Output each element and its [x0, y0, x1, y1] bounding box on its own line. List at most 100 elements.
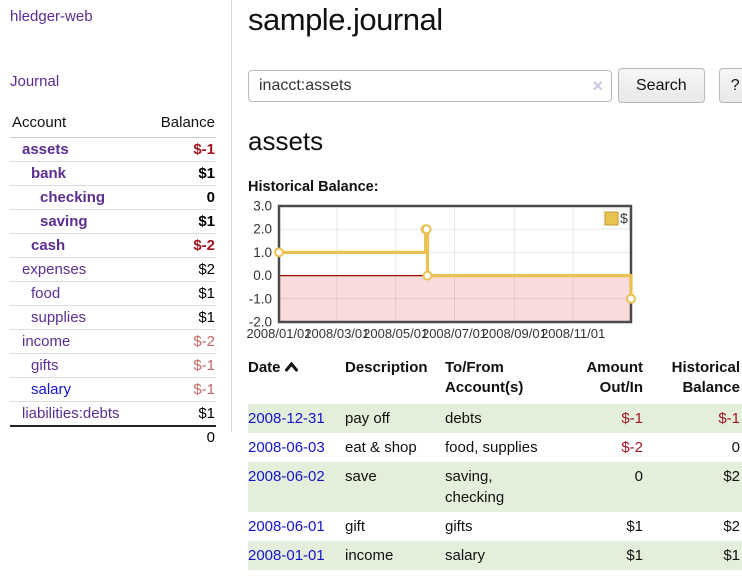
- data-point-marker: [422, 270, 433, 281]
- transaction-amount: $-1: [621, 410, 643, 427]
- account-balance: $1: [145, 401, 216, 426]
- balance-column-header: Balance: [145, 111, 216, 138]
- account-balance: $1: [145, 161, 216, 186]
- account-heading: assets: [248, 126, 324, 156]
- account-row: checking 0: [10, 185, 216, 210]
- transaction-date-link[interactable]: 2008-06-02: [248, 468, 325, 485]
- transaction-balance: $2: [723, 468, 740, 485]
- account-row: salary $-1: [10, 377, 216, 402]
- transaction-accounts: salary: [445, 547, 486, 564]
- account-row: bank $1: [10, 161, 216, 186]
- column-header-date[interactable]: Date: [248, 358, 345, 404]
- search-button[interactable]: Search: [618, 68, 705, 103]
- transaction-date-link[interactable]: 2008-01-01: [248, 547, 325, 564]
- transaction-accounts: debts: [445, 410, 482, 427]
- transaction-accounts: saving, checking: [445, 468, 505, 506]
- column-header-amount: Amount Out/In: [586, 359, 643, 396]
- sidebar-divider: [231, 0, 232, 432]
- sidebar-account-link-cash[interactable]: cash: [31, 237, 66, 254]
- table-row: 2008-06-02 save saving, checking 0 $2: [248, 462, 742, 512]
- x-axis-tick-label: 2008/07/01: [422, 326, 487, 341]
- account-row: expenses $2: [10, 257, 216, 282]
- table-row: 2008-12-31 pay off debts $-1 $-1: [248, 404, 742, 433]
- account-balance: $1: [145, 305, 216, 330]
- transaction-description: save: [345, 468, 377, 485]
- sidebar-account-link-saving[interactable]: saving: [40, 213, 88, 230]
- transaction-date-link[interactable]: 2008-12-31: [248, 410, 325, 427]
- x-axis-tick-label: 2008/05/01: [363, 326, 428, 341]
- sidebar-account-link-supplies[interactable]: supplies: [31, 309, 87, 326]
- transaction-description: gift: [345, 518, 366, 535]
- legend-swatch: [604, 211, 619, 226]
- column-header-description: Description: [345, 359, 428, 376]
- app-title-link[interactable]: hledger-web: [10, 8, 93, 25]
- sidebar-account-link-salary[interactable]: salary: [31, 381, 72, 398]
- account-balance: $-2: [145, 233, 216, 258]
- legend-label: $: [620, 210, 628, 226]
- transaction-balance: 0: [731, 439, 740, 456]
- y-axis-tick-label: 3.0: [253, 199, 272, 214]
- clear-search-icon[interactable]: ×: [592, 75, 603, 96]
- transaction-description: income: [345, 547, 394, 564]
- accounts-total-row: 0: [10, 425, 216, 448]
- sidebar: hledger-web Journal Account Balance asse…: [10, 8, 216, 448]
- sidebar-account-link-food[interactable]: food: [31, 285, 61, 302]
- transaction-balance: $-1: [718, 410, 740, 427]
- account-row: saving $1: [10, 209, 216, 234]
- historical-balance-chart: $3.0 2.0 1.0 0.0 -1.0 -2.0 2008/01/01 2008/03/0…: [245, 199, 643, 343]
- account-balance: $2: [145, 257, 216, 282]
- transaction-date-link[interactable]: 2008-06-03: [248, 439, 325, 456]
- sidebar-account-link-assets[interactable]: assets: [22, 141, 69, 158]
- column-header-accounts: To/From Account(s): [445, 359, 524, 396]
- account-column-header: Account: [10, 111, 146, 138]
- table-row: 2008-01-01 income salary $1 $1: [248, 541, 742, 570]
- account-balance: $1: [145, 281, 216, 306]
- account-balance: $-2: [145, 329, 216, 354]
- negative-region: [279, 275, 631, 322]
- data-point-marker: [626, 293, 636, 304]
- transaction-balance: $2: [723, 518, 740, 535]
- search-input[interactable]: [248, 69, 612, 102]
- plot-border: [277, 204, 633, 324]
- table-row: 2008-06-01 gift gifts $1 $2: [248, 512, 742, 541]
- transaction-balance: $1: [723, 547, 740, 564]
- sidebar-account-link-income[interactable]: income: [22, 333, 71, 350]
- sort-ascending-icon: [284, 362, 298, 372]
- account-row: cash $-2: [10, 233, 216, 258]
- sidebar-item-journal[interactable]: Journal: [10, 73, 60, 90]
- account-balance: 0: [145, 185, 216, 210]
- data-point-marker: [274, 247, 284, 258]
- account-row: income $-2: [10, 329, 216, 354]
- accounts-balance-table: Account Balance assets $-1 bank $1 checking 0…: [10, 111, 216, 448]
- help-button[interactable]: ?: [718, 68, 742, 103]
- sidebar-account-link-bank[interactable]: bank: [31, 165, 67, 182]
- account-row: assets $-1: [10, 138, 216, 162]
- y-axis-tick-label: 2.0: [253, 222, 272, 237]
- x-axis-tick-label: 2008/01/01: [246, 326, 311, 341]
- y-axis-tick-label: -2.0: [249, 315, 272, 330]
- balance-chart-svg: $3.0 2.0 1.0 0.0 -1.0 -2.02008/01/012008/03/0…: [246, 199, 636, 341]
- data-point-marker: [421, 224, 432, 235]
- transaction-date-link[interactable]: 2008-06-01: [248, 518, 325, 535]
- transaction-amount: $-2: [621, 439, 643, 456]
- register-table: Date Description To/From Account(s) Amou…: [248, 358, 742, 570]
- transaction-description: pay off: [345, 410, 390, 427]
- sidebar-account-link-expenses[interactable]: expenses: [22, 261, 87, 278]
- search-bar: × Search ?: [248, 68, 742, 103]
- sidebar-account-link-checking[interactable]: checking: [40, 189, 106, 206]
- accounts-total-value: 0: [145, 425, 216, 448]
- y-axis-tick-label: 0.0: [253, 268, 272, 283]
- y-axis-tick-label: 1.0: [253, 245, 272, 260]
- account-row: gifts $-1: [10, 353, 216, 378]
- transaction-accounts: gifts: [445, 518, 473, 535]
- y-axis-tick-label: -1.0: [249, 291, 272, 306]
- account-balance: $-1: [145, 353, 216, 378]
- account-balance: $1: [145, 209, 216, 234]
- account-balance: $-1: [193, 141, 215, 158]
- x-axis-tick-label: 2008/09/01: [482, 326, 547, 341]
- sidebar-account-link-gifts[interactable]: gifts: [31, 357, 59, 374]
- chart-title: Historical Balance:: [248, 179, 379, 195]
- transaction-description: eat & shop: [345, 439, 417, 456]
- transaction-amount: 0: [634, 468, 643, 485]
- sidebar-account-link-liabilities-debts[interactable]: liabilities:debts: [22, 405, 120, 422]
